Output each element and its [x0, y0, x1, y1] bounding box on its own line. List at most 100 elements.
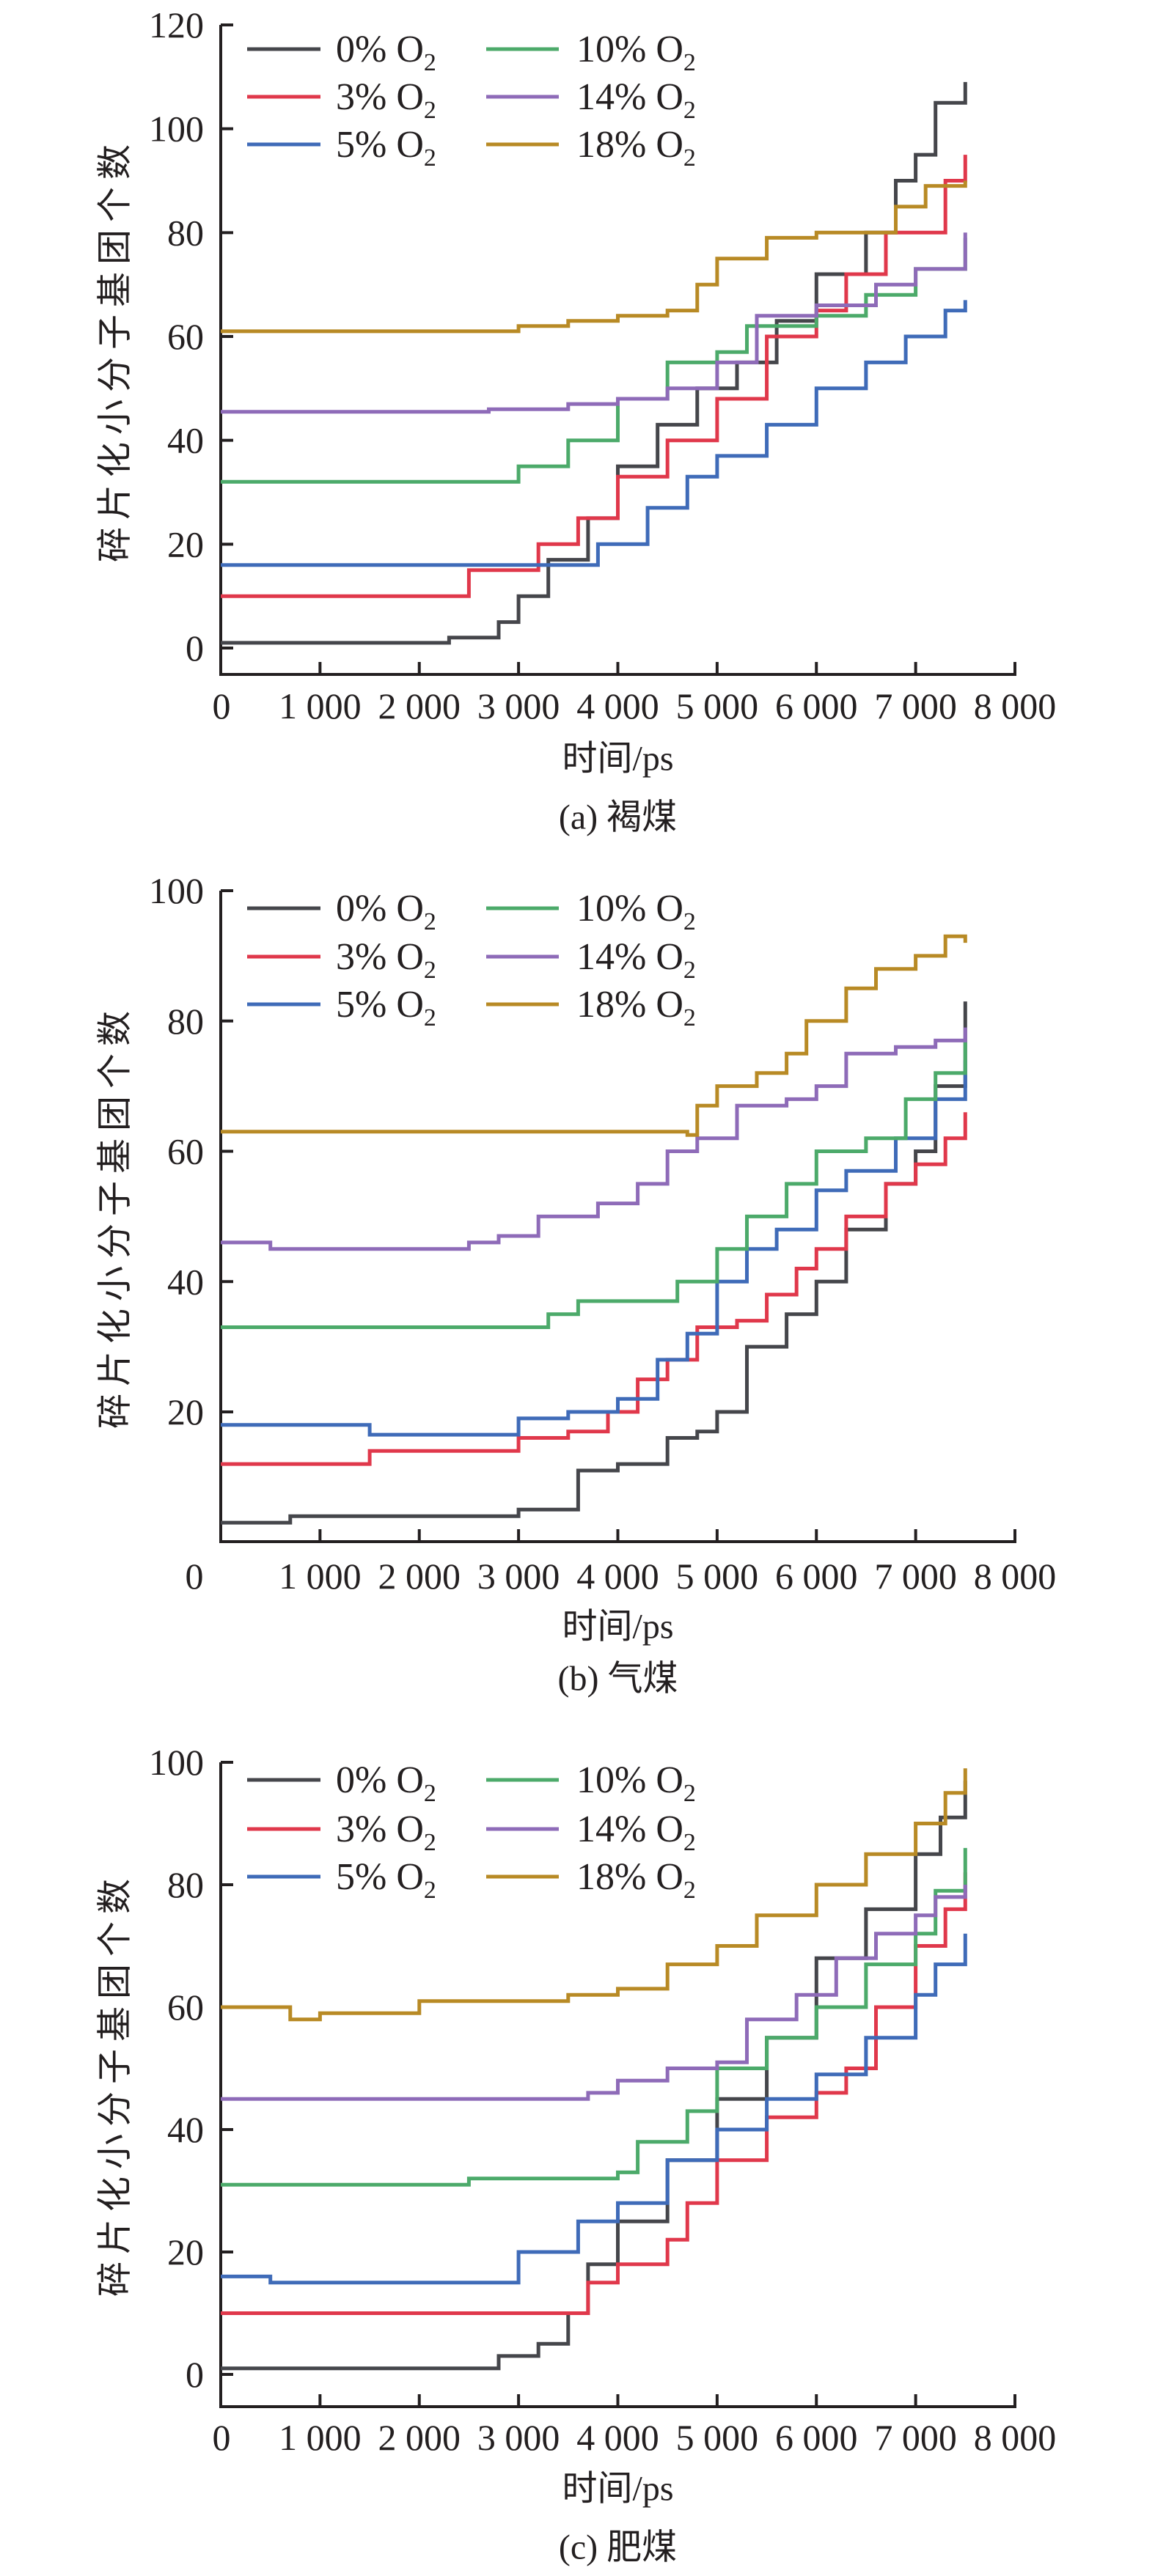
- x-tick-label: 5 000: [676, 2417, 759, 2458]
- legend-item-o18: 18% O2: [486, 124, 696, 172]
- legend-item-o14: 14% O2: [486, 1808, 696, 1856]
- legend-label: 3% O2: [336, 76, 436, 124]
- legend-item-o0: 0% O2: [247, 1759, 436, 1807]
- legend-label-main: 0% O: [336, 888, 424, 930]
- legend-label: 14% O2: [576, 76, 696, 124]
- legend-label: 18% O2: [576, 984, 696, 1031]
- series-line-o3: [221, 1112, 967, 1466]
- legend-label: 14% O2: [576, 1808, 696, 1856]
- y-tick-label: 80: [167, 212, 204, 253]
- series-line-o10: [221, 1847, 967, 2187]
- x-tick-label: 4 000: [576, 2417, 659, 2458]
- legend-label: 10% O2: [576, 29, 696, 76]
- x-tick-label: 5 000: [676, 1556, 759, 1597]
- x-tick-label: 3 000: [477, 2417, 560, 2458]
- series-line-o3: [221, 155, 967, 598]
- x-tick-label: 7 000: [874, 1556, 957, 1597]
- x-tick-label: 0: [213, 685, 231, 726]
- y-tick-label: 120: [149, 4, 204, 45]
- legend-label-main: 5% O: [336, 1856, 424, 1898]
- legend-label-main: 5% O: [336, 984, 424, 1026]
- legend-label: 5% O2: [336, 984, 436, 1031]
- legend-label-subscript: 2: [683, 49, 696, 76]
- y-tick-label: 40: [167, 420, 204, 461]
- y-tick-label: 80: [167, 1864, 204, 1905]
- legend-label-main: 14% O: [576, 936, 683, 978]
- y-tick-label: 0: [186, 2354, 204, 2395]
- y-tick-label: 40: [167, 2109, 204, 2150]
- chart-panel-c: 0 1 000 2 000 3 000 4 000 5 000 6 000 7 000 8 00…: [96, 1742, 1057, 2567]
- x-tick-label: 4 000: [576, 685, 659, 726]
- legend-label-subscript: 2: [683, 1004, 696, 1031]
- legend-label-main: 5% O: [336, 124, 424, 166]
- x-tick-label: 1 000: [279, 2417, 362, 2458]
- x-tick-label: 2 000: [378, 1556, 461, 1597]
- legend-item-o0: 0% O2: [247, 888, 436, 935]
- x-tick-label: 0: [213, 2417, 231, 2458]
- legend-item-o18: 18% O2: [486, 1856, 696, 1904]
- series-line-o18: [221, 180, 967, 334]
- x-axis-title: 时间/ps: [562, 2470, 673, 2509]
- series-line-o10: [221, 238, 967, 484]
- y-tick-label: 20: [167, 1391, 204, 1432]
- y-tick-label: 0: [186, 628, 204, 669]
- x-tick-label: 7 000: [874, 685, 957, 726]
- chart-caption: (a) 褐煤: [559, 798, 677, 837]
- legend-label-subscript: 2: [424, 1780, 436, 1807]
- legend-item-o18: 18% O2: [486, 984, 696, 1031]
- legend-item-o14: 14% O2: [486, 936, 696, 984]
- legend-label-main: 3% O: [336, 76, 424, 118]
- series-line-o5: [221, 1060, 967, 1437]
- legend-item-o10: 10% O2: [486, 29, 696, 76]
- legend-label-subscript: 2: [683, 908, 696, 935]
- legend-label: 18% O2: [576, 1856, 696, 1904]
- legend-label-main: 18% O: [576, 1856, 683, 1898]
- y-tick-label: 100: [149, 1742, 204, 1783]
- legend-label: 0% O2: [336, 888, 436, 935]
- legend-item-o10: 10% O2: [486, 1759, 696, 1807]
- legend-label-subscript: 2: [424, 1004, 436, 1031]
- x-tick-label: 8 000: [974, 2417, 1057, 2458]
- y-tick-label: 100: [149, 870, 204, 911]
- series-line-o10: [221, 1040, 967, 1329]
- y-axis-title: 碎片化小分子基团个数: [96, 1004, 135, 1429]
- legend-label: 5% O2: [336, 1856, 436, 1904]
- legend-label-subscript: 2: [683, 1780, 696, 1807]
- legend-label-subscript: 2: [683, 1829, 696, 1856]
- legend-label: 5% O2: [336, 124, 436, 172]
- x-tick-label: 6 000: [775, 685, 858, 726]
- legend-label-main: 10% O: [576, 29, 683, 70]
- legend-item-o14: 14% O2: [486, 76, 696, 124]
- x-tick-label: 2 000: [378, 2417, 461, 2458]
- legend-label: 3% O2: [336, 1808, 436, 1856]
- series-line-o5: [221, 300, 967, 567]
- series-line-o0: [221, 81, 967, 645]
- legend-item-o5: 5% O2: [247, 1856, 436, 1904]
- legend-label-main: 3% O: [336, 1808, 424, 1850]
- legend-label-subscript: 2: [424, 1829, 436, 1856]
- x-tick-label: 6 000: [775, 1556, 858, 1597]
- x-tick-label: 8 000: [974, 1556, 1057, 1597]
- x-tick-label: 4 000: [576, 1556, 659, 1597]
- y-axis-title: 碎片化小分子基团个数: [96, 137, 135, 562]
- chart-caption: (c) 肥煤: [559, 2528, 677, 2567]
- legend-label-main: 18% O: [576, 124, 683, 166]
- legend-item-o5: 5% O2: [247, 984, 436, 1031]
- y-tick-label: 60: [167, 1987, 204, 2028]
- y-tick-label: 80: [167, 1001, 204, 1042]
- legend-label-main: 0% O: [336, 1759, 424, 1801]
- legend-label-subscript: 2: [424, 1877, 436, 1904]
- legend-label-main: 10% O: [576, 1759, 683, 1801]
- x-tick-label: 3 000: [477, 1556, 560, 1597]
- x-tick-label: 2 000: [378, 685, 461, 726]
- legend-label-subscript: 2: [424, 908, 436, 935]
- y-tick-label: 20: [167, 523, 204, 564]
- legend-label-subscript: 2: [424, 144, 436, 172]
- chart-panel-b: 0 1 000 2 000 3 000 4 000 5 000 6 000 7 000 8 00…: [96, 870, 1057, 1699]
- legend-label: 3% O2: [336, 936, 436, 984]
- x-tick-label: 0: [186, 1556, 204, 1597]
- series-line-o18: [221, 1768, 967, 2022]
- legend-label: 14% O2: [576, 936, 696, 984]
